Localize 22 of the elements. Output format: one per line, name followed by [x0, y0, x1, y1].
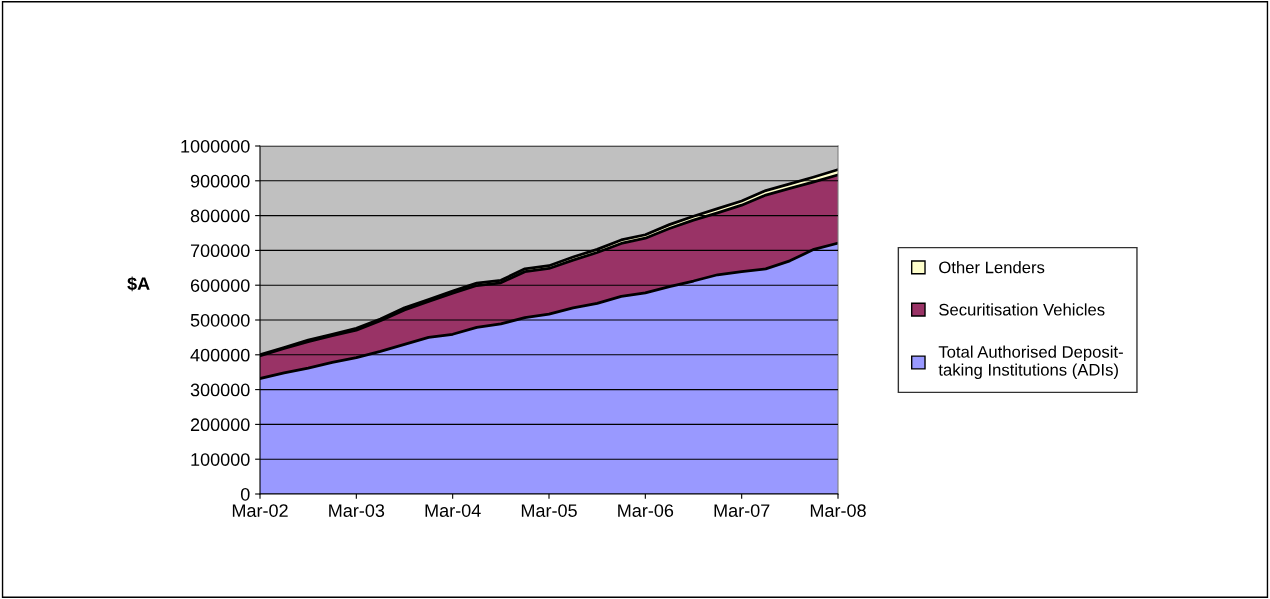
- y-tick-label: 200000: [190, 418, 250, 432]
- legend-label: Other Lenders: [939, 261, 1045, 274]
- y-tick-label: 300000: [190, 383, 250, 397]
- y-tick-label: 600000: [190, 279, 250, 292]
- y-tick-label: 500000: [190, 313, 250, 327]
- y-tick-label: 100000: [191, 453, 250, 466]
- x-tick-label: Mar-02: [232, 504, 288, 517]
- y-tick-label: 1000000: [181, 139, 250, 153]
- x-tick-label: Mar-05: [521, 504, 577, 517]
- y-tick-label: 900000: [190, 174, 250, 188]
- y-tick-label: 800000: [190, 209, 250, 223]
- x-tick-label: Mar-08: [810, 504, 866, 517]
- y-tick-label: 700000: [190, 244, 250, 258]
- x-tick-label: Mar-06: [618, 504, 674, 517]
- y-axis-title: $A: [127, 276, 150, 292]
- y-tick-label: 0: [240, 487, 250, 501]
- legend-label: Securitisation Vehicles: [939, 303, 1105, 316]
- y-tick-label: 400000: [190, 348, 250, 362]
- x-tick-label: Mar-04: [425, 504, 481, 517]
- x-tick-label: Mar-07: [714, 504, 770, 517]
- x-tick-label: Mar-03: [329, 504, 385, 517]
- legend-label: Total Authorised Deposit-taking Institutions (ADIs): [938, 345, 1123, 380]
